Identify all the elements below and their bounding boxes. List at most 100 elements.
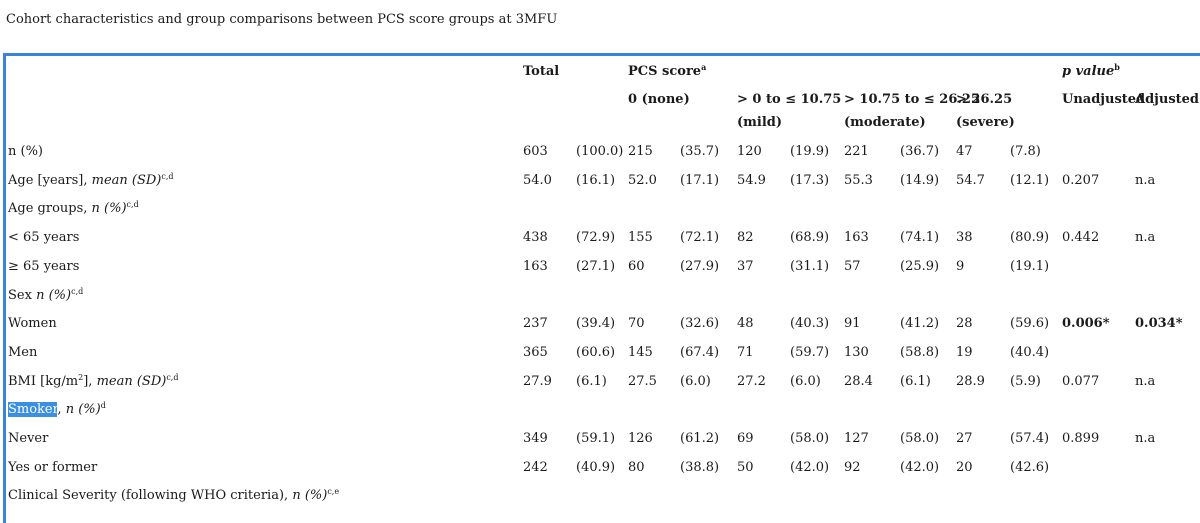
table-cell: 163 <box>523 259 548 274</box>
table-cell: (6.0) <box>680 374 711 389</box>
table-cell: (16.1) <box>576 173 616 188</box>
table-cell: (59.6) <box>1010 316 1050 331</box>
table-cell: (59.1) <box>576 431 616 446</box>
table-cell: 155 <box>628 230 653 245</box>
row-label-stat: n (%) <box>65 402 101 417</box>
table-cell: 38 <box>956 230 973 245</box>
row-label-text: Clinical Severity (following WHO criteri… <box>8 488 293 503</box>
table-cell: 71 <box>737 345 754 360</box>
header-pcs-score: PCS scorea <box>628 62 707 79</box>
table-cell: 82 <box>737 230 754 245</box>
table-cell: 27.9 <box>523 374 552 389</box>
table-cell: n.a <box>1135 230 1156 245</box>
table-cell: 126 <box>628 431 653 446</box>
table-cell: (5.9) <box>1010 374 1041 389</box>
row-label-text: Sex <box>8 288 37 303</box>
table-cell: n.a <box>1135 173 1156 188</box>
row-label-unit-sup: 2 <box>78 373 84 382</box>
row-label-footnote: d <box>100 401 106 410</box>
table-cell: 603 <box>523 144 548 159</box>
table-cell: 221 <box>844 144 869 159</box>
table-cell: 19 <box>956 345 973 360</box>
table-cell: 28.4 <box>844 374 873 389</box>
row-label: Clinical Severity (following WHO criteri… <box>8 488 339 504</box>
row-label-text: Age [years], <box>8 173 92 188</box>
row-label-after: ], <box>83 374 97 389</box>
table-cell: (7.8) <box>1010 144 1041 159</box>
table-cell: (61.2) <box>680 431 720 446</box>
row-label: Sex n (%)c,d <box>8 288 83 304</box>
header-pvalue: p valueb <box>1062 62 1120 79</box>
table-cell: (60.6) <box>576 345 616 360</box>
row-label: Men <box>8 345 37 361</box>
header-adjusted: Adjusted <box>1135 92 1200 107</box>
table-cell: 237 <box>523 316 548 331</box>
row-label: Yes or former <box>8 460 97 476</box>
table-cell: (58.0) <box>790 431 830 446</box>
table-cell: 9 <box>956 259 965 274</box>
header-moderate: (moderate) <box>844 115 926 130</box>
table-cell: (42.6) <box>1010 460 1050 475</box>
row-label-footnote: c,e <box>327 487 340 496</box>
row-label-text: Age groups, <box>8 201 92 216</box>
row-label-stat: mean (SD) <box>91 173 162 188</box>
row-label-stat: n (%) <box>91 201 127 216</box>
table-cell: (42.0) <box>900 460 940 475</box>
table-cell: 52.0 <box>628 173 657 188</box>
row-label-stat: n (%) <box>292 488 328 503</box>
table-cell: 57 <box>844 259 861 274</box>
table-cell: 0.006* <box>1062 316 1110 331</box>
header-total: Total <box>523 64 560 79</box>
table-cell: 48 <box>737 316 754 331</box>
row-label-text: BMI [kg/m <box>8 374 79 389</box>
table-cell: 0.899 <box>1062 431 1100 446</box>
table-frame <box>3 53 1200 523</box>
table-cell: (6.1) <box>900 374 931 389</box>
table-cell: 20 <box>956 460 973 475</box>
table-cell: (14.9) <box>900 173 940 188</box>
table-cell: 70 <box>628 316 645 331</box>
table-cell: (40.9) <box>576 460 616 475</box>
table-cell: 27.2 <box>737 374 766 389</box>
table-cell: 69 <box>737 431 754 446</box>
table-cell: 54.0 <box>523 173 552 188</box>
table-cell: 0.034* <box>1135 316 1183 331</box>
table-caption: Cohort characteristics and group compari… <box>6 12 558 27</box>
row-label-text: Women <box>8 316 57 331</box>
row-label-footnote: c,d <box>166 373 179 382</box>
row-label: BMI [kg/m2], mean (SD)c,d <box>8 374 178 390</box>
table-cell: (68.9) <box>790 230 830 245</box>
table-cell: 50 <box>737 460 754 475</box>
table-cell: 145 <box>628 345 653 360</box>
table-cell: 0.077 <box>1062 374 1100 389</box>
table-cell: (12.1) <box>1010 173 1050 188</box>
row-label-text: < 65 years <box>8 230 80 245</box>
row-label: n (%) <box>8 144 43 160</box>
table-cell: 365 <box>523 345 548 360</box>
header-mild-range: > 0 to ≤ 10.75 <box>737 92 842 107</box>
row-label-text: Never <box>8 431 49 446</box>
row-label-footnote: c,d <box>161 172 174 181</box>
header-mild: (mild) <box>737 115 783 130</box>
table-cell: (58.0) <box>900 431 940 446</box>
row-label-stat: mean (SD) <box>96 374 167 389</box>
table-cell: (6.1) <box>576 374 607 389</box>
table-cell: n.a <box>1135 431 1156 446</box>
table-cell: 27.5 <box>628 374 657 389</box>
table-cell: (40.4) <box>1010 345 1050 360</box>
table-cell: 215 <box>628 144 653 159</box>
table-cell: 438 <box>523 230 548 245</box>
table-cell: (25.9) <box>900 259 940 274</box>
table-cell: (31.1) <box>790 259 830 274</box>
table-cell: 28 <box>956 316 973 331</box>
table-cell: (27.9) <box>680 259 720 274</box>
row-label: Age [years], mean (SD)c,d <box>8 173 174 189</box>
table-cell: (27.1) <box>576 259 616 274</box>
table-cell: (80.9) <box>1010 230 1050 245</box>
table-cell: 242 <box>523 460 548 475</box>
table-cell: 163 <box>844 230 869 245</box>
table-cell: (58.8) <box>900 345 940 360</box>
table-cell: 28.9 <box>956 374 985 389</box>
table-cell: (19.9) <box>790 144 830 159</box>
table-cell: (32.6) <box>680 316 720 331</box>
